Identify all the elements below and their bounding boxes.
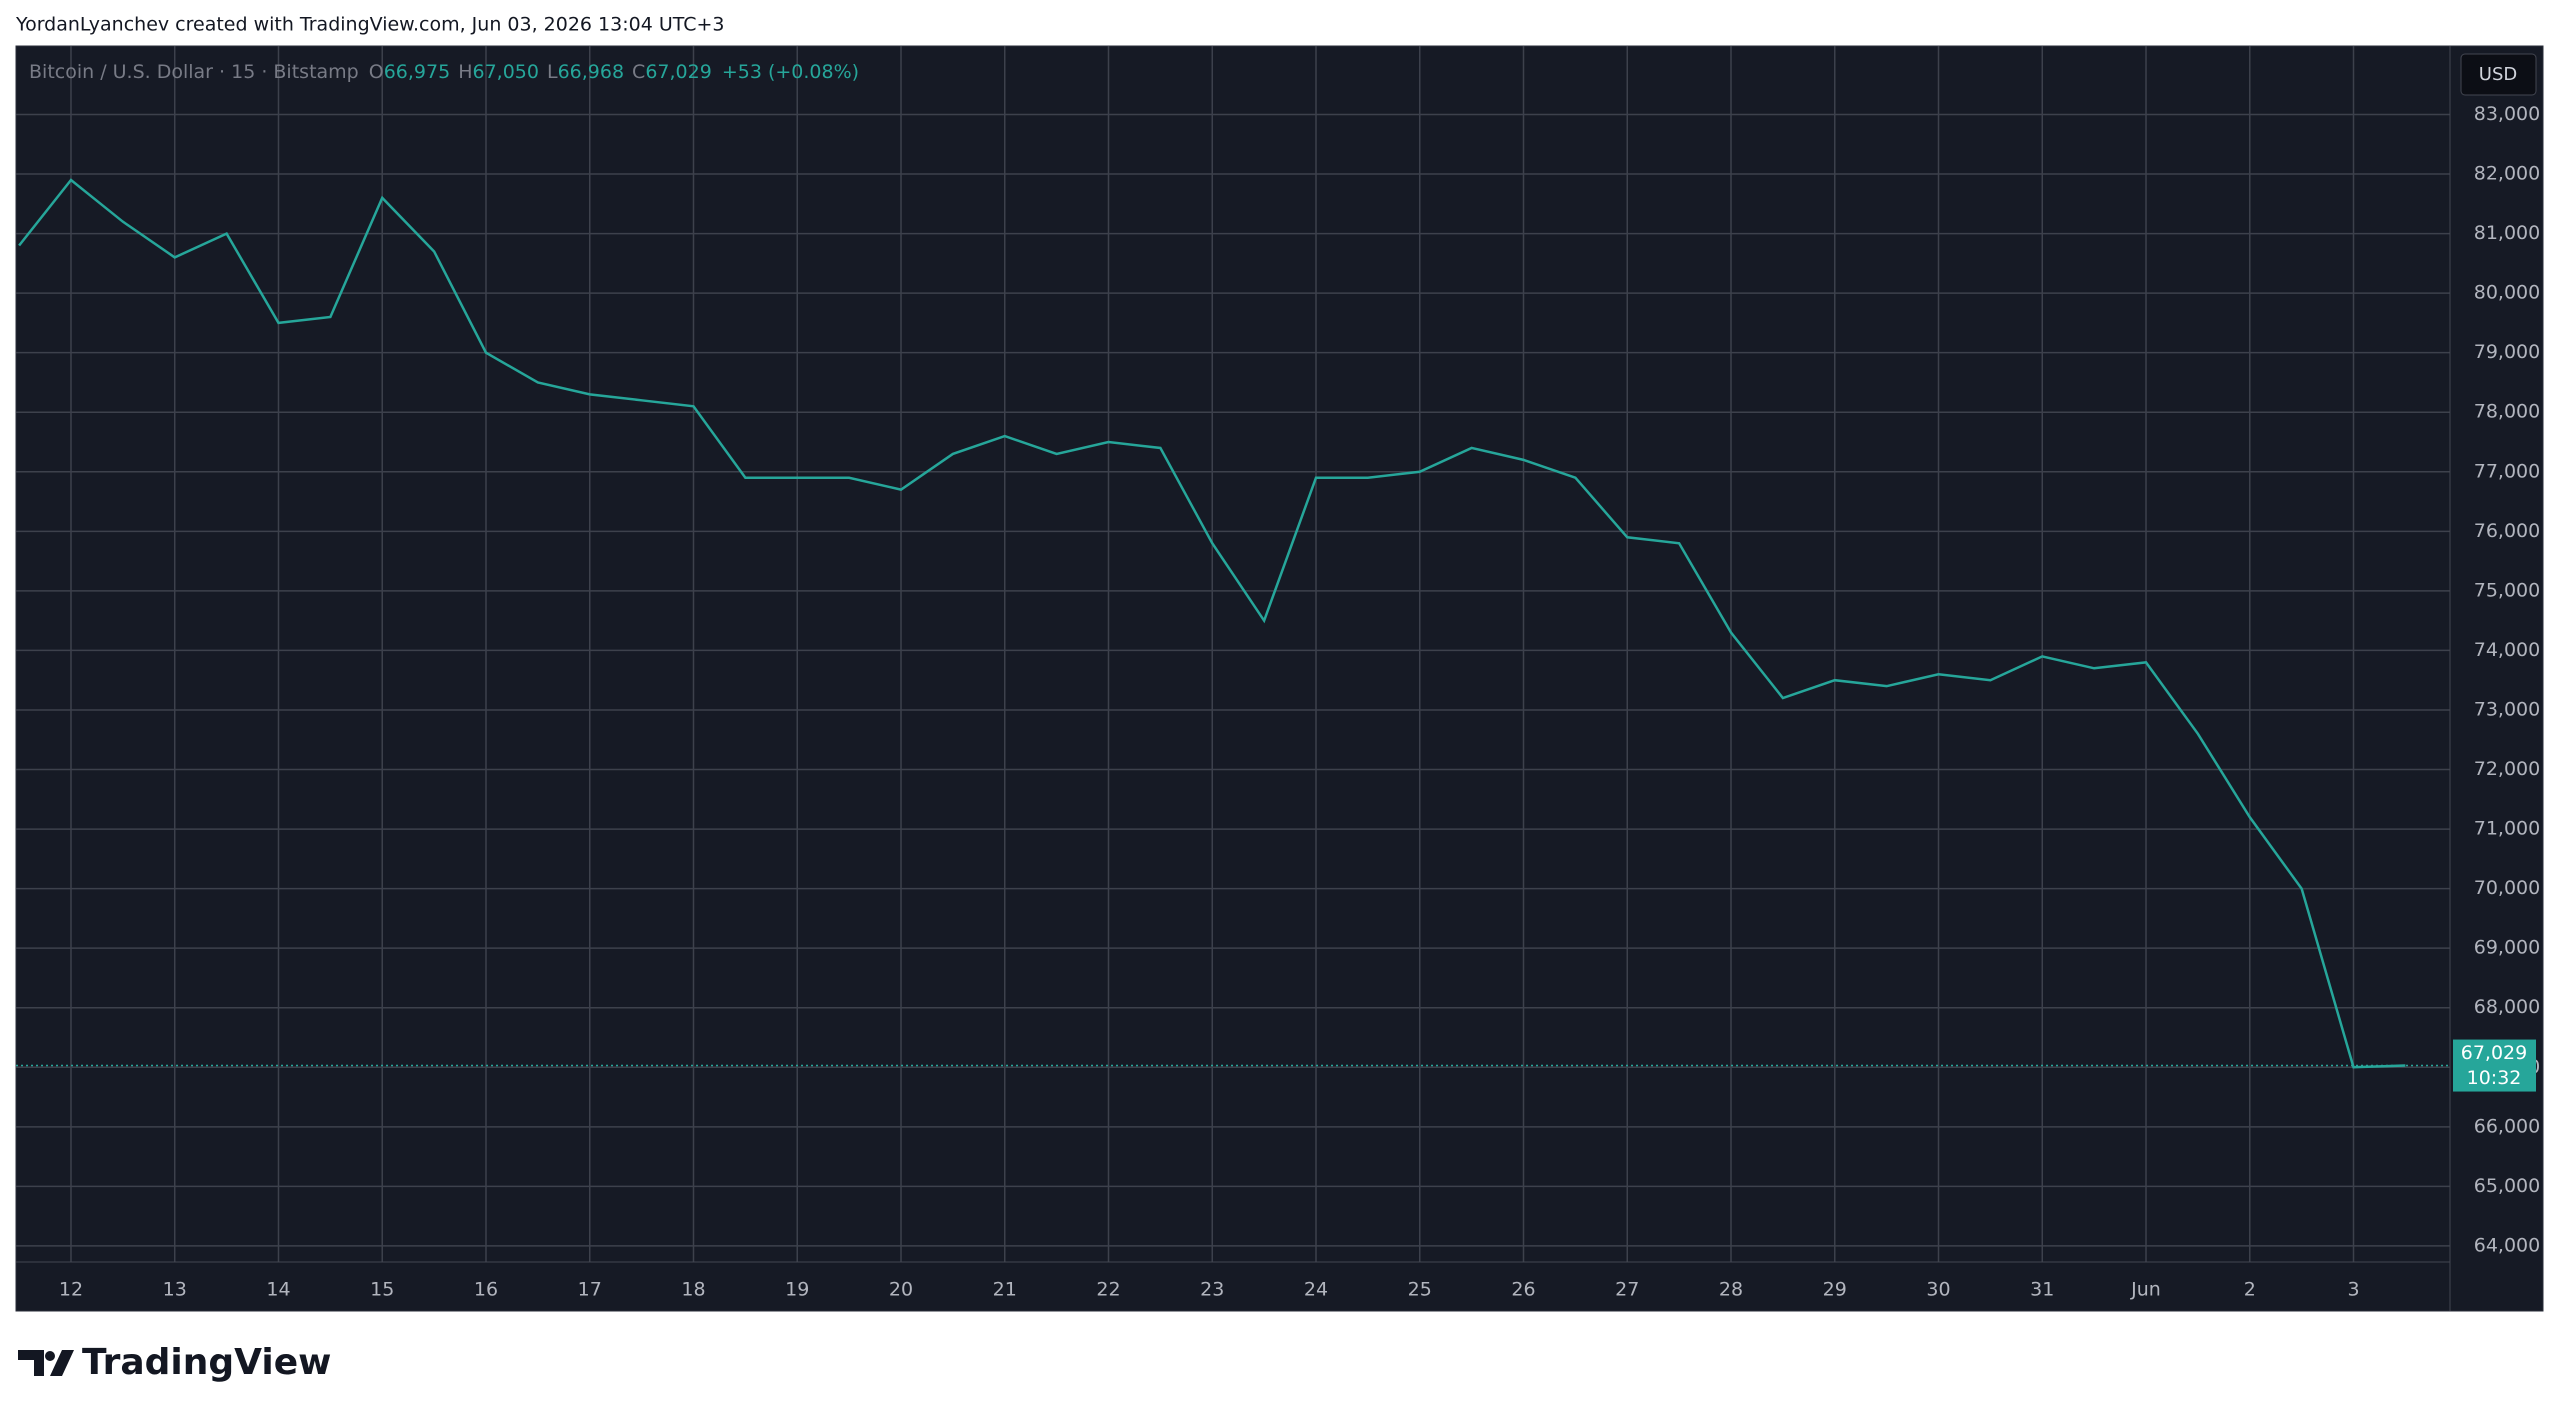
y-tick-label: 76,000 bbox=[2474, 520, 2540, 542]
x-tick-label: 22 bbox=[1096, 1279, 1120, 1301]
y-tick-label: 79,000 bbox=[2474, 341, 2540, 363]
x-tick-label: 25 bbox=[1408, 1279, 1432, 1301]
x-tick-label: 26 bbox=[1511, 1279, 1535, 1301]
y-tick-label: 83,000 bbox=[2474, 103, 2540, 125]
x-tick-label: 28 bbox=[1719, 1279, 1743, 1301]
x-tick-label: 3 bbox=[2347, 1279, 2359, 1301]
y-tick-label: 80,000 bbox=[2474, 282, 2540, 304]
y-tick-label: 64,000 bbox=[2474, 1234, 2540, 1256]
y-tick-label: 74,000 bbox=[2474, 639, 2540, 661]
x-tick-label: 13 bbox=[163, 1279, 187, 1301]
y-tick-label: 71,000 bbox=[2474, 818, 2540, 840]
x-tick-label: 23 bbox=[1200, 1279, 1224, 1301]
chart-background bbox=[15, 45, 2544, 1312]
x-tick-label: 20 bbox=[889, 1279, 913, 1301]
brand: TradingView bbox=[82, 1342, 331, 1383]
countdown: 10:32 bbox=[2467, 1067, 2522, 1089]
logo-dot bbox=[45, 1351, 55, 1361]
symbol-legend: Bitcoin / U.S. Dollar · 15 · Bitstamp O66… bbox=[29, 61, 859, 83]
x-tick-label: 17 bbox=[578, 1279, 602, 1301]
currency[interactable]: USD bbox=[2479, 64, 2517, 85]
change: +53 (+0.08%) bbox=[722, 61, 859, 83]
y-tick-label: 65,000 bbox=[2474, 1175, 2540, 1197]
x-tick-label: 14 bbox=[266, 1279, 290, 1301]
ohlc-value: 66,968 bbox=[558, 61, 624, 83]
x-tick-label: 15 bbox=[370, 1279, 394, 1301]
x-tick-label: 19 bbox=[785, 1279, 809, 1301]
x-tick-label: Jun bbox=[2130, 1279, 2161, 1301]
logo-icon bbox=[18, 1350, 74, 1376]
x-tick-label: 16 bbox=[474, 1279, 498, 1301]
y-tick-label: 73,000 bbox=[2474, 698, 2540, 720]
x-tick-label: 27 bbox=[1615, 1279, 1639, 1301]
x-tick-label: 31 bbox=[2030, 1279, 2054, 1301]
x-tick-label: 29 bbox=[1823, 1279, 1847, 1301]
header: YordanLyanchev created with TradingView.… bbox=[15, 14, 725, 36]
y-tick-label: 70,000 bbox=[2474, 877, 2540, 899]
ohlc-value: 67,029 bbox=[645, 61, 711, 83]
y-tick-label: 77,000 bbox=[2474, 460, 2540, 482]
y-tick-label: 72,000 bbox=[2474, 758, 2540, 780]
y-tick-label: 82,000 bbox=[2474, 163, 2540, 185]
y-tick-label: 68,000 bbox=[2474, 996, 2540, 1018]
x-tick-label: 12 bbox=[59, 1279, 83, 1301]
x-tick-label: 18 bbox=[681, 1279, 705, 1301]
y-tick-label: 69,000 bbox=[2474, 937, 2540, 959]
logo bbox=[18, 1350, 74, 1376]
ohlc-key: C bbox=[632, 61, 645, 83]
y-tick-label: 66,000 bbox=[2474, 1115, 2540, 1137]
ohlc-value: 67,050 bbox=[472, 61, 538, 83]
price-line bbox=[18, 178, 2406, 1069]
x-tick-label: 2 bbox=[2244, 1279, 2256, 1301]
ohlc-value: 66,975 bbox=[384, 61, 450, 83]
x-tick-label: 24 bbox=[1304, 1279, 1328, 1301]
currency-button[interactable] bbox=[2460, 53, 2537, 96]
x-tick-label: 30 bbox=[1926, 1279, 1950, 1301]
ohlc-key: L bbox=[547, 61, 558, 83]
last-price-label: 67,029 bbox=[2461, 1042, 2527, 1064]
series-name: Bitcoin / U.S. Dollar · 15 · Bitstamp bbox=[29, 61, 359, 83]
y-tick-label: 75,000 bbox=[2474, 579, 2540, 601]
ohlc-key: O bbox=[369, 61, 384, 83]
x-tick-label: 21 bbox=[993, 1279, 1017, 1301]
y-tick-label: 78,000 bbox=[2474, 401, 2540, 423]
y-tick-label: 81,000 bbox=[2474, 222, 2540, 244]
last-price-box bbox=[2453, 1039, 2536, 1092]
ohlc-key: H bbox=[458, 61, 472, 83]
